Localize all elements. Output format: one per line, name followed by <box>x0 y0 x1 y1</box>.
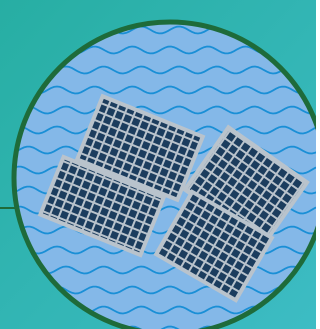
illustration <box>0 0 316 329</box>
page: (() => { const ns = 'http://www.w3.org/2… <box>0 0 316 329</box>
